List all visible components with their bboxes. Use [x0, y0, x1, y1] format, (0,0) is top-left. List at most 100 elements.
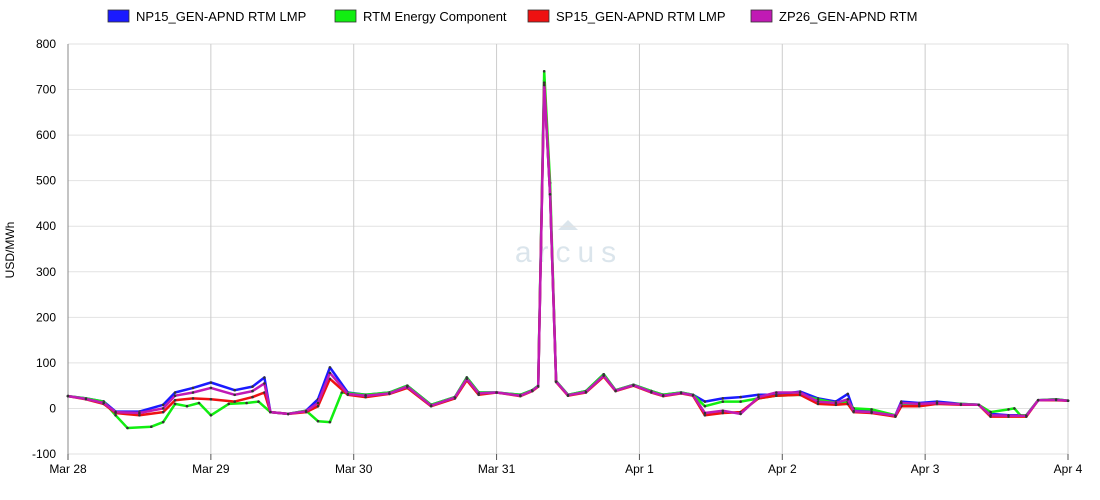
- data-point: [519, 394, 522, 398]
- data-point: [173, 391, 177, 394]
- watermark-text: arcus: [515, 236, 623, 269]
- x-tick-label: Mar 30: [335, 462, 373, 476]
- data-point: [900, 401, 903, 405]
- data-point: [263, 376, 266, 379]
- legend-swatch: [750, 9, 773, 23]
- data-point: [816, 402, 820, 406]
- axes: -100 0 100 200 300 400 500 600 700 800 Mar 28 Mar 2…: [32, 37, 1083, 476]
- data-point: [245, 401, 248, 405]
- x-tick-label: Apr 3: [911, 462, 940, 476]
- data-point: [304, 409, 308, 413]
- y-tick-label: -100: [32, 447, 56, 461]
- data-point: [1007, 408, 1010, 411]
- legend-label: ZP26_GEN-APND RTM: [779, 9, 917, 24]
- data-point: [894, 414, 897, 418]
- data-point: [721, 411, 725, 415]
- data-point: [173, 398, 177, 402]
- data-point: [66, 394, 70, 398]
- legend-item[interactable]: NP15_GEN-APND RTM LMP: [107, 9, 306, 24]
- data-point: [703, 414, 707, 417]
- data-point: [739, 412, 742, 416]
- data-point: [721, 400, 725, 403]
- data-point: [846, 392, 850, 396]
- data-point: [566, 393, 570, 397]
- data-point: [406, 385, 409, 388]
- legend-item[interactable]: RTM Energy Component: [334, 9, 507, 24]
- data-point: [286, 412, 290, 416]
- data-point: [161, 420, 165, 424]
- data-point: [197, 401, 201, 405]
- x-tick-label: Mar 28: [49, 462, 87, 476]
- data-point: [209, 386, 213, 390]
- data-point: [316, 401, 320, 405]
- data-point: [584, 390, 588, 394]
- series-line-3: [67, 83, 1069, 417]
- data-point: [257, 400, 260, 403]
- data-point: [84, 397, 88, 401]
- data-point: [834, 401, 838, 405]
- data-point: [191, 397, 195, 400]
- data-point: [959, 403, 963, 406]
- data-point: [721, 409, 725, 413]
- data-point: [691, 393, 695, 397]
- legend: NP15_GEN-APND RTM LMP RTM Energy Componen…: [107, 9, 917, 24]
- data-point: [1025, 414, 1028, 418]
- y-tick-label: 100: [36, 356, 56, 370]
- data-point: [114, 414, 117, 417]
- data-point: [263, 382, 266, 385]
- watermark: arcus: [515, 220, 623, 269]
- data-point: [721, 397, 725, 400]
- data-point: [465, 377, 469, 381]
- legend-label: RTM Energy Component: [363, 9, 507, 24]
- data-point: [1054, 398, 1058, 402]
- y-tick-label: 500: [36, 174, 56, 188]
- data-point: [703, 400, 707, 403]
- data-point: [227, 402, 230, 406]
- data-point: [531, 389, 534, 393]
- data-point: [989, 414, 992, 417]
- data-point: [251, 395, 254, 399]
- legend-label: SP15_GEN-APND RTM LMP: [556, 9, 726, 24]
- data-point: [138, 411, 141, 415]
- data-point: [316, 404, 320, 408]
- x-tick-label: Apr 1: [625, 462, 654, 476]
- data-point: [739, 400, 742, 403]
- y-tick-label: 700: [36, 83, 56, 97]
- data-point: [453, 396, 457, 399]
- y-tick-label: 300: [36, 265, 56, 279]
- data-point: [102, 401, 105, 405]
- data-point: [661, 394, 665, 398]
- data-point: [477, 392, 481, 395]
- data-point: [917, 404, 921, 408]
- data-point: [191, 386, 195, 390]
- data-point: [614, 389, 617, 393]
- y-tick-label: 400: [36, 219, 56, 233]
- x-tick-label: Apr 4: [1054, 462, 1083, 476]
- data-point: [1036, 398, 1040, 402]
- data-point: [233, 400, 236, 403]
- data-point: [1066, 399, 1070, 403]
- data-point: [251, 389, 254, 393]
- data-point: [138, 414, 141, 417]
- data-point: [185, 404, 189, 408]
- data-point: [126, 426, 129, 430]
- data-point: [161, 407, 165, 410]
- data-point: [554, 380, 558, 383]
- data-point: [703, 411, 707, 415]
- y-axis-label: USD/MWh: [3, 222, 17, 279]
- data-point: [328, 377, 332, 381]
- data-point: [364, 394, 367, 398]
- legend-item[interactable]: SP15_GEN-APND RTM LMP: [527, 9, 726, 24]
- x-tick-label: Apr 2: [768, 462, 797, 476]
- data-point: [846, 398, 850, 401]
- legend-item[interactable]: ZP26_GEN-APND RTM: [750, 9, 917, 24]
- data-point: [328, 366, 332, 369]
- data-point: [1007, 414, 1010, 418]
- data-point: [1013, 407, 1016, 410]
- data-point: [870, 410, 873, 414]
- data-point: [650, 390, 653, 394]
- data-point: [233, 393, 236, 397]
- data-point: [542, 83, 546, 87]
- data-point: [757, 393, 760, 397]
